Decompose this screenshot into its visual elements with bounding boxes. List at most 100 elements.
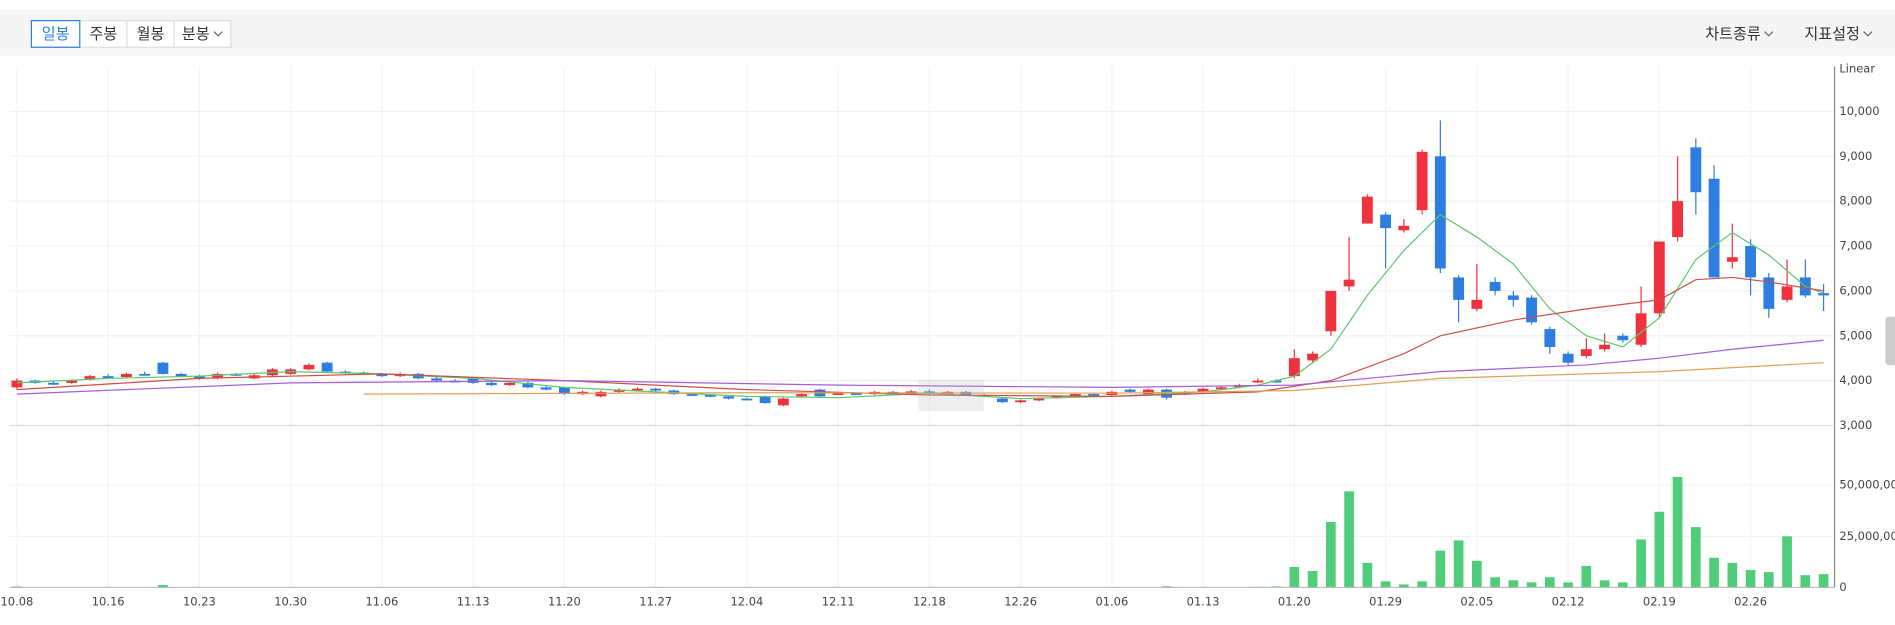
chevron <box>213 31 223 37</box>
candle-body <box>1453 277 1465 300</box>
candle-body <box>1745 246 1757 278</box>
chevron <box>1764 31 1774 37</box>
candle-body <box>1672 201 1684 238</box>
moving-average <box>16 213 1824 400</box>
highlight-box <box>918 379 984 411</box>
candle-body <box>1416 151 1428 211</box>
volume-bar <box>1307 571 1318 588</box>
y-tick-label: 7,000 <box>1839 239 1872 253</box>
candle-body <box>193 376 205 379</box>
candle-body <box>1325 290 1337 332</box>
x-tick-label: 10.08 <box>0 594 33 608</box>
scale-label: Linear <box>1839 61 1875 75</box>
volume-bar <box>1690 527 1701 588</box>
x-tick-label: 11.06 <box>365 594 398 608</box>
x-tick-label: 12.11 <box>822 594 855 608</box>
period-selected[interactable] <box>30 20 81 48</box>
candle-body <box>1307 353 1319 361</box>
candle-body <box>1069 394 1081 397</box>
volume-bar <box>1526 582 1537 588</box>
volume-bar <box>1636 539 1646 588</box>
candle-body <box>1653 241 1665 314</box>
y-tick-label: 4,000 <box>1839 373 1872 387</box>
candle-body <box>504 382 516 386</box>
y-tick-label: 5,000 <box>1839 328 1872 342</box>
volume-bar <box>1782 536 1792 588</box>
y-tick-label: 10,000 <box>1839 104 1879 118</box>
candle-body <box>1252 380 1264 383</box>
volume-bar <box>1727 562 1738 588</box>
y2-tick-label: 50,000,000 <box>1839 478 1895 492</box>
period-button[interactable]: 주봉 <box>89 25 117 43</box>
candle-body <box>84 376 96 380</box>
x-tick-label: 01.20 <box>1278 594 1311 608</box>
candle-body <box>1398 225 1410 231</box>
candle-body <box>1781 286 1793 300</box>
candle-body <box>686 394 698 396</box>
candle-body <box>996 398 1008 403</box>
candle-body <box>1033 398 1045 401</box>
x-tick-label: 01.29 <box>1369 594 1402 608</box>
candle-body <box>1343 279 1355 287</box>
volume-bar <box>1545 577 1555 588</box>
x-tick-label: 02.19 <box>1643 594 1676 608</box>
menu-button[interactable]: 지표설정 <box>1804 25 1860 43</box>
candle-body <box>777 398 789 406</box>
candle-body <box>595 391 607 397</box>
volume-bar <box>1800 575 1811 588</box>
candle-body <box>741 398 753 401</box>
volume-bar <box>1563 582 1573 588</box>
volume-bar <box>1618 582 1628 588</box>
candle-body <box>303 364 315 370</box>
y-tick-label: 9,000 <box>1839 149 1872 163</box>
plot <box>9 66 1835 589</box>
candle-body <box>1708 178 1720 278</box>
period-button[interactable]: 월봉 <box>137 25 165 43</box>
volume-bar <box>1344 491 1354 588</box>
x-tick-label: 10.30 <box>274 594 307 608</box>
candle-body <box>1015 400 1027 403</box>
volume-bar <box>1599 580 1610 588</box>
period-button[interactable]: 분봉 <box>182 25 210 43</box>
candle-body <box>212 373 224 379</box>
candle-body <box>431 378 443 381</box>
candle-body <box>1818 293 1830 296</box>
candle-body <box>759 396 771 404</box>
side-tab[interactable] <box>1885 316 1895 366</box>
x-tick-label: 01.13 <box>1187 594 1220 608</box>
x-tick-label: 10.16 <box>92 594 125 608</box>
menu-button[interactable]: 차트종류 <box>1705 25 1761 43</box>
candle-body <box>558 387 570 395</box>
x-tick-label: 12.04 <box>730 594 763 608</box>
x-tick-label: 11.27 <box>639 594 672 608</box>
x-tick-label: 11.13 <box>457 594 490 608</box>
candle-body <box>1088 394 1100 396</box>
toolbar <box>0 9 1895 56</box>
candle-body <box>102 376 114 378</box>
candle-body <box>1361 196 1373 224</box>
candle-body <box>1526 297 1538 323</box>
candle-body <box>1763 277 1775 309</box>
volume-bar <box>1453 540 1464 588</box>
y-tick-label: 8,000 <box>1839 194 1872 208</box>
volume-bar <box>1763 572 1774 588</box>
candle-body <box>1215 387 1227 390</box>
x-tick-label: 10.23 <box>183 594 216 608</box>
candle-body <box>905 391 917 394</box>
moving-average <box>363 362 1824 395</box>
candle-body <box>1124 389 1136 392</box>
candle-body <box>139 373 151 376</box>
y2-tick-label: 0 <box>1839 580 1846 594</box>
candle-body <box>850 393 862 396</box>
x-tick-label: 12.18 <box>913 594 946 608</box>
candle-body <box>1617 335 1629 341</box>
candle-body <box>47 382 59 385</box>
candle-body <box>1599 344 1611 350</box>
volume-bar <box>1490 577 1500 588</box>
x-tick-label: 12.26 <box>1004 594 1037 608</box>
candle-body <box>796 394 808 397</box>
period-button[interactable]: 일봉 <box>42 25 70 43</box>
volume-bar <box>1672 477 1683 588</box>
x-tick-label: 02.05 <box>1460 594 1493 608</box>
